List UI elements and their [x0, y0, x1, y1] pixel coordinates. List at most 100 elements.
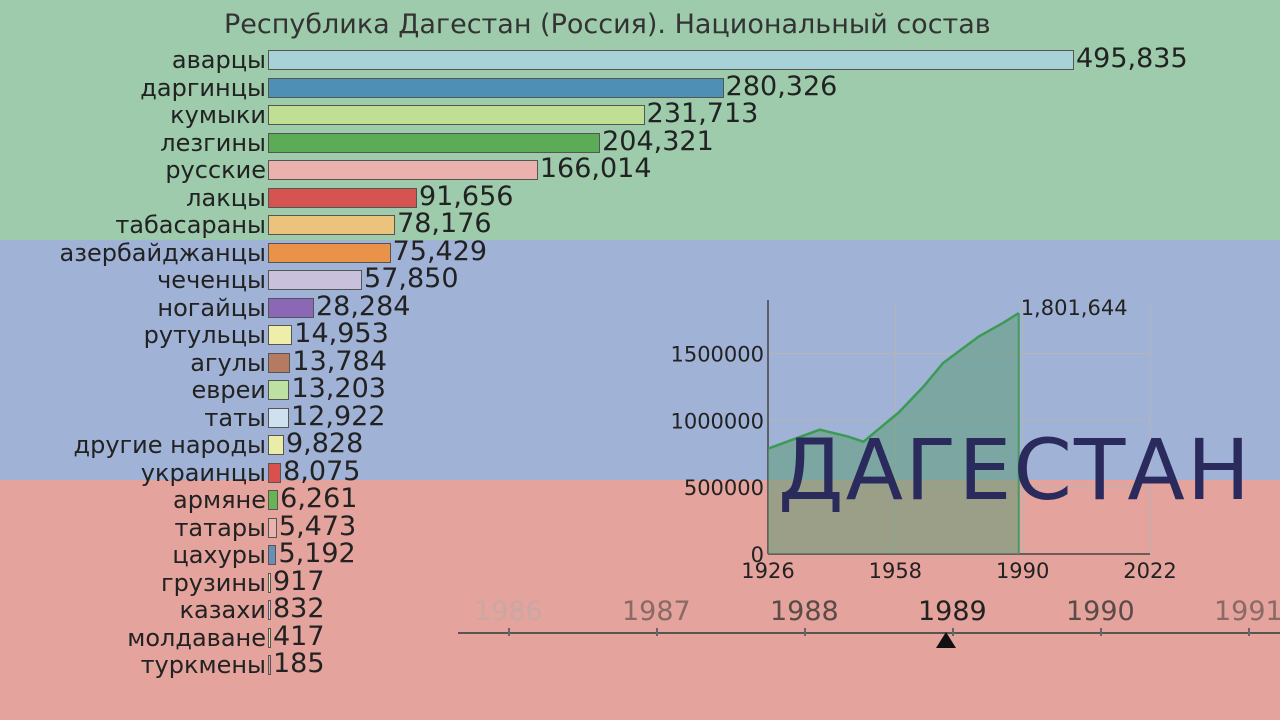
- value-label: 9,828: [285, 428, 364, 459]
- value-label: 166,014: [539, 153, 652, 184]
- value-label: 28,284: [315, 290, 411, 322]
- value-label: 417: [273, 620, 325, 652]
- bar: [268, 545, 277, 565]
- bar: [268, 462, 282, 483]
- value-label: 13,784: [292, 345, 387, 377]
- bar: [268, 242, 391, 263]
- bar: [268, 325, 293, 345]
- category-label: грузины: [160, 568, 266, 597]
- value-label: 6,261: [280, 483, 358, 514]
- timeline-tick: [508, 628, 510, 636]
- timeline-tick: [1100, 628, 1102, 636]
- value-label: 280,326: [725, 70, 838, 102]
- mini-y-tick-label: 1000000: [670, 409, 764, 433]
- category-label: азербайджанцы: [59, 238, 266, 267]
- value-label: 185: [273, 648, 325, 679]
- bar: [268, 572, 271, 593]
- bar: [268, 627, 271, 648]
- region-name: ДАГЕСТАН: [778, 421, 1252, 519]
- category-label: другие народы: [73, 431, 267, 459]
- category-label: ногайцы: [157, 293, 266, 322]
- value-label: 12,922: [291, 400, 386, 432]
- value-label: 14,953: [294, 318, 389, 349]
- mini-x-tick-label: 1958: [869, 559, 922, 583]
- bar: [268, 352, 291, 373]
- bar: [268, 160, 538, 180]
- timeline-tick: [804, 628, 806, 636]
- category-label: агулы: [190, 348, 266, 377]
- value-label: 5,473: [278, 510, 357, 542]
- category-label: русские: [165, 156, 266, 184]
- bar: [268, 517, 277, 538]
- bar: [268, 270, 363, 290]
- population-end-label: 1,801,644: [1021, 296, 1128, 320]
- value-label: 78,176: [397, 208, 492, 239]
- category-label: аварцы: [171, 46, 266, 74]
- bar: [268, 600, 271, 620]
- timeline-axis: [458, 632, 1280, 634]
- chart-title: Республика Дагестан (Россия). Национальн…: [224, 9, 991, 40]
- bar: [268, 215, 396, 235]
- bar: [268, 297, 314, 318]
- category-label: украинцы: [140, 458, 266, 487]
- value-label: 204,321: [602, 125, 714, 157]
- category-label: евреи: [191, 376, 266, 404]
- value-label: 5,192: [278, 538, 356, 569]
- bar: [268, 380, 290, 400]
- category-label: таты: [204, 403, 266, 432]
- bar: [268, 655, 271, 675]
- value-label: 495,835: [1076, 43, 1188, 74]
- value-label: 75,429: [392, 235, 488, 267]
- value-label: 8,075: [283, 455, 361, 487]
- category-label: лезгины: [160, 128, 266, 157]
- timeline-year-label: 1986: [474, 596, 543, 627]
- category-label: туркмены: [140, 651, 266, 679]
- bar: [268, 77, 724, 98]
- category-label: кумыки: [170, 101, 266, 129]
- population-area: [768, 313, 1019, 554]
- category-label: рутульцы: [143, 321, 266, 349]
- mini-x-tick-label: 1990: [996, 559, 1049, 583]
- background-band-bottom: [0, 480, 1280, 720]
- timeline-tick: [656, 628, 658, 636]
- bar: [268, 187, 417, 208]
- value-label: 91,656: [418, 180, 514, 212]
- bar: [268, 407, 289, 428]
- category-label: армяне: [173, 486, 266, 514]
- population-line: [767, 312, 1020, 450]
- mini-y-tick-label: 500000: [684, 476, 764, 500]
- mini-tick-labels: 0 500000 1000000 1500000 1926 1958 1990 2022: [670, 342, 1176, 583]
- bar: [268, 105, 645, 125]
- value-label: 832: [273, 593, 325, 624]
- current-year-marker: [936, 632, 956, 648]
- category-label: даргинцы: [140, 73, 266, 102]
- category-label: чеченцы: [157, 266, 266, 294]
- value-label: 13,203: [291, 373, 386, 404]
- bar: [268, 50, 1074, 70]
- timeline-year-label: 1987: [622, 596, 691, 627]
- category-label: табасараны: [115, 211, 266, 239]
- mini-x-tick-label: 2022: [1123, 559, 1176, 583]
- timeline-tick: [1248, 628, 1250, 636]
- timeline-year-label: 1989: [918, 596, 987, 627]
- category-label: татары: [174, 513, 266, 542]
- background-band-middle: [0, 240, 1280, 480]
- category-label: молдаване: [127, 623, 266, 652]
- category-label: лакцы: [186, 183, 266, 212]
- mini-x-tick-label: 1926: [741, 559, 794, 583]
- timeline-tick: [952, 628, 954, 636]
- value-label: 231,713: [646, 98, 759, 129]
- value-label: 917: [273, 565, 325, 597]
- category-label: цахуры: [172, 541, 266, 569]
- bar: [268, 132, 601, 153]
- mini-y-tick-label: 0: [751, 543, 764, 567]
- timeline-year-label: 1991: [1214, 596, 1280, 627]
- category-label: казахи: [179, 596, 266, 624]
- mini-y-tick-label: 1500000: [670, 342, 764, 366]
- value-label: 57,850: [364, 263, 459, 294]
- bar: [268, 490, 279, 510]
- timeline-year-label: 1990: [1066, 596, 1135, 627]
- bar: [268, 435, 284, 455]
